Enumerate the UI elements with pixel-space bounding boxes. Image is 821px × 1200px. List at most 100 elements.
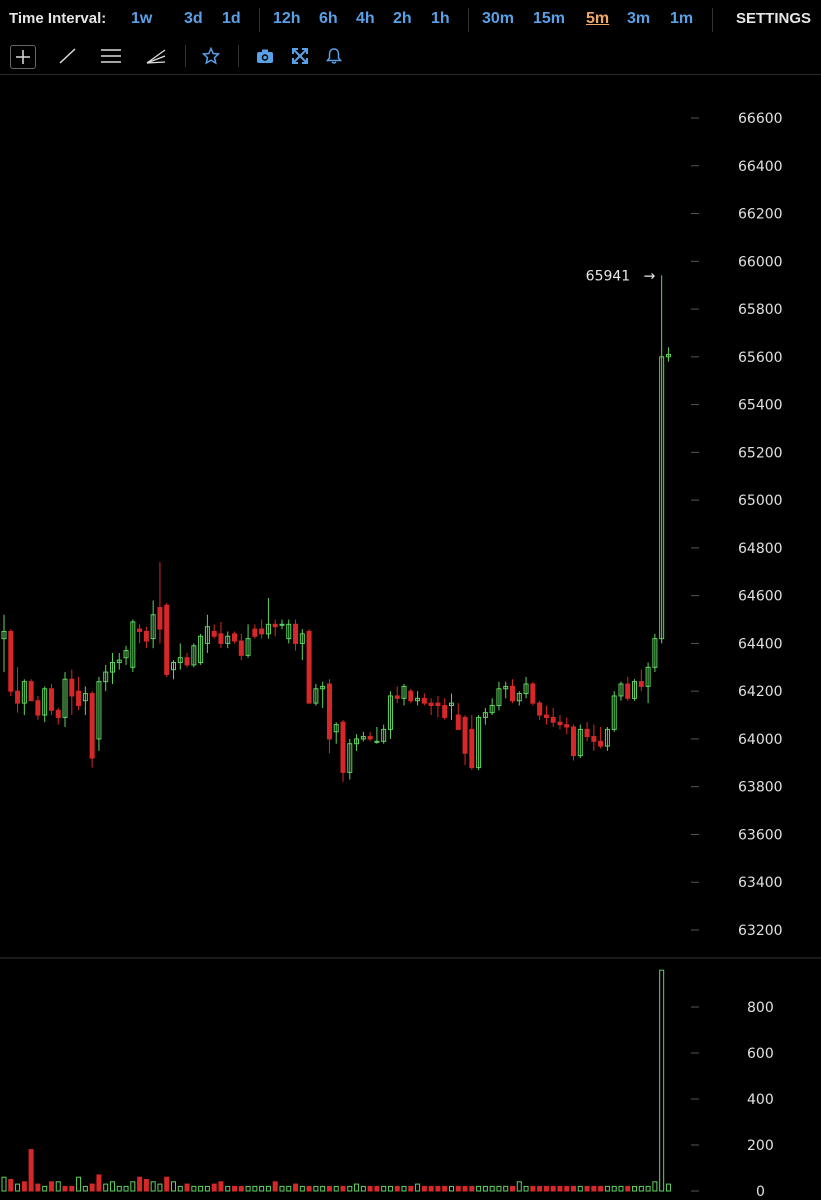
- volume-bar: [659, 969, 665, 1192]
- candle-body: [157, 607, 163, 630]
- interval-1m-button[interactable]: 1m: [670, 10, 694, 27]
- price-axis-label: 66400: [738, 159, 783, 175]
- volume-bar: [652, 1181, 658, 1192]
- bell-icon[interactable]: [322, 45, 346, 67]
- candle-body: [232, 633, 238, 642]
- horizontal-lines-icon[interactable]: [99, 45, 123, 67]
- candle-body: [259, 628, 265, 635]
- price-axis-label: 63800: [738, 780, 783, 796]
- candle-body: [279, 623, 285, 626]
- candle-body: [442, 705, 448, 718]
- candle-body: [584, 728, 590, 738]
- candle-body: [367, 736, 373, 740]
- candle-body: [164, 604, 170, 675]
- time-interval-label: Time Interval:: [9, 10, 107, 27]
- volume-bar: [28, 1149, 34, 1192]
- candle-body: [76, 690, 82, 707]
- candle-body: [577, 728, 583, 757]
- volume-bar: [611, 1185, 617, 1192]
- candle-body: [625, 683, 631, 699]
- candle-body: [48, 688, 54, 711]
- interval-6h-button[interactable]: 6h: [319, 10, 338, 27]
- volume-bar: [496, 1185, 502, 1192]
- interval-5m-button[interactable]: 5m: [586, 10, 610, 27]
- candle-body: [320, 685, 326, 690]
- volume-bar: [354, 1183, 360, 1192]
- volume-bar: [76, 1176, 82, 1192]
- candle-body: [665, 353, 671, 358]
- candle-body: [408, 690, 414, 702]
- volume-bar: [469, 1185, 475, 1192]
- high-price-arrow: →: [644, 268, 656, 284]
- candle-body: [455, 714, 461, 730]
- volume-bar: [55, 1181, 61, 1192]
- candle-body: [211, 630, 217, 637]
- interval-2h-button[interactable]: 2h: [393, 10, 412, 27]
- star-icon[interactable]: [199, 45, 223, 67]
- price-axis-label: 64000: [738, 732, 783, 748]
- volume-bar: [286, 1185, 292, 1192]
- divider: [185, 45, 186, 67]
- candle-body: [611, 695, 617, 730]
- volume-bar: [164, 1176, 170, 1192]
- price-axis-label: 64200: [738, 684, 783, 700]
- volume-bar: [320, 1185, 326, 1192]
- interval-1h-button[interactable]: 1h: [431, 10, 450, 27]
- fan-icon[interactable]: [144, 45, 168, 67]
- candle-body: [550, 716, 556, 723]
- volume-bar: [645, 1185, 651, 1192]
- volume-bar: [313, 1185, 319, 1192]
- volume-bar: [598, 1185, 604, 1192]
- volume-bar: [333, 1185, 339, 1192]
- fullscreen-icon[interactable]: [288, 45, 312, 67]
- interval-1w-button[interactable]: 1w: [131, 10, 153, 27]
- volume-bar: [564, 1185, 570, 1192]
- interval-1d-button[interactable]: 1d: [222, 10, 241, 27]
- candle-body: [299, 633, 305, 644]
- candle-body: [35, 700, 41, 716]
- crosshair-icon[interactable]: [10, 45, 36, 69]
- candle-body: [218, 633, 224, 644]
- interval-30m-button[interactable]: 30m: [482, 10, 515, 27]
- settings-button[interactable]: SETTINGS: [736, 10, 812, 27]
- volume-bar: [15, 1183, 21, 1192]
- candle-body: [503, 685, 509, 690]
- candle-body: [354, 738, 360, 745]
- candle-body: [462, 716, 468, 754]
- candle-body: [42, 688, 48, 716]
- volume-bar: [584, 1185, 590, 1192]
- volume-axis-label: 400: [747, 1092, 774, 1108]
- candle-body: [632, 681, 638, 699]
- volume-bar: [272, 1181, 278, 1192]
- volume-bar: [530, 1185, 536, 1192]
- candle-body: [347, 743, 353, 773]
- volume-bar: [550, 1185, 556, 1192]
- candle-body: [265, 623, 271, 635]
- interval-3d-button[interactable]: 3d: [184, 10, 203, 27]
- candle-body: [394, 695, 400, 699]
- candle-body: [482, 712, 488, 718]
- candle-body: [109, 662, 115, 673]
- volume-bar: [401, 1185, 407, 1192]
- camera-icon[interactable]: [253, 45, 277, 67]
- volume-bar: [435, 1185, 441, 1192]
- volume-bar: [665, 1183, 671, 1192]
- volume-bar: [62, 1185, 68, 1192]
- candle-body: [204, 626, 210, 644]
- candle-body: [489, 705, 495, 714]
- time-interval-bar: Time Interval: 1w 3d 1d 12h 6h 4h 2h 1h …: [0, 0, 821, 38]
- volume-bar: [374, 1185, 380, 1192]
- trend-line-icon[interactable]: [55, 45, 79, 67]
- candle-body: [564, 724, 570, 728]
- interval-4h-button[interactable]: 4h: [356, 10, 375, 27]
- interval-3m-button[interactable]: 3m: [627, 10, 651, 27]
- volume-bar: [218, 1181, 224, 1192]
- candle-body: [225, 635, 231, 644]
- volume-bar: [347, 1185, 353, 1192]
- volume-bar: [1, 1176, 7, 1192]
- candle-body: [448, 702, 454, 707]
- interval-15m-button[interactable]: 15m: [533, 10, 566, 27]
- volume-bar: [503, 1185, 509, 1192]
- interval-12h-button[interactable]: 12h: [273, 10, 301, 27]
